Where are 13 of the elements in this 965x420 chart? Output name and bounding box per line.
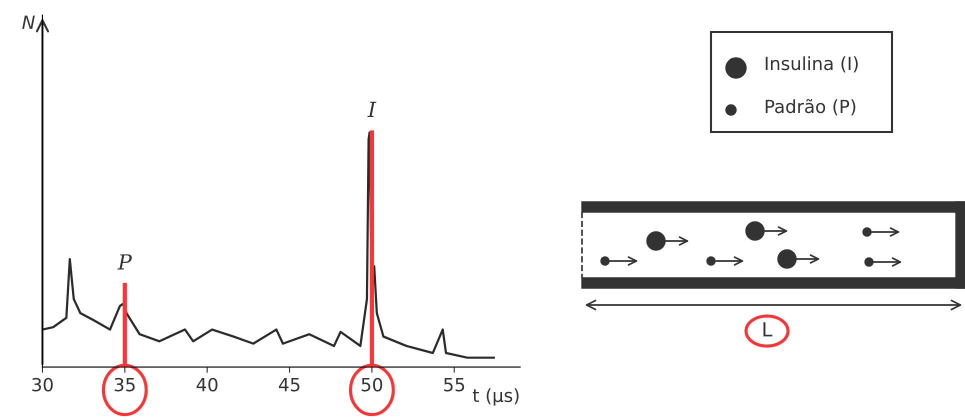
x-tick-label: 40 [196, 378, 218, 392]
annotation: P [117, 254, 132, 270]
x-tick-label: 55 [444, 378, 464, 392]
text: Insulina (I) [766, 56, 858, 72]
x-tick-label: 30 [32, 378, 53, 392]
x-tick-label: 35 [114, 378, 135, 392]
text: N [22, 16, 35, 29]
x-tick-label: 45 [278, 378, 300, 392]
text: Padrão (P) [766, 98, 856, 116]
annotation: I [367, 102, 376, 117]
x-axis-title: t (µs) [472, 388, 519, 406]
text: L [763, 322, 772, 336]
x-tick-label: 50 [362, 378, 382, 392]
